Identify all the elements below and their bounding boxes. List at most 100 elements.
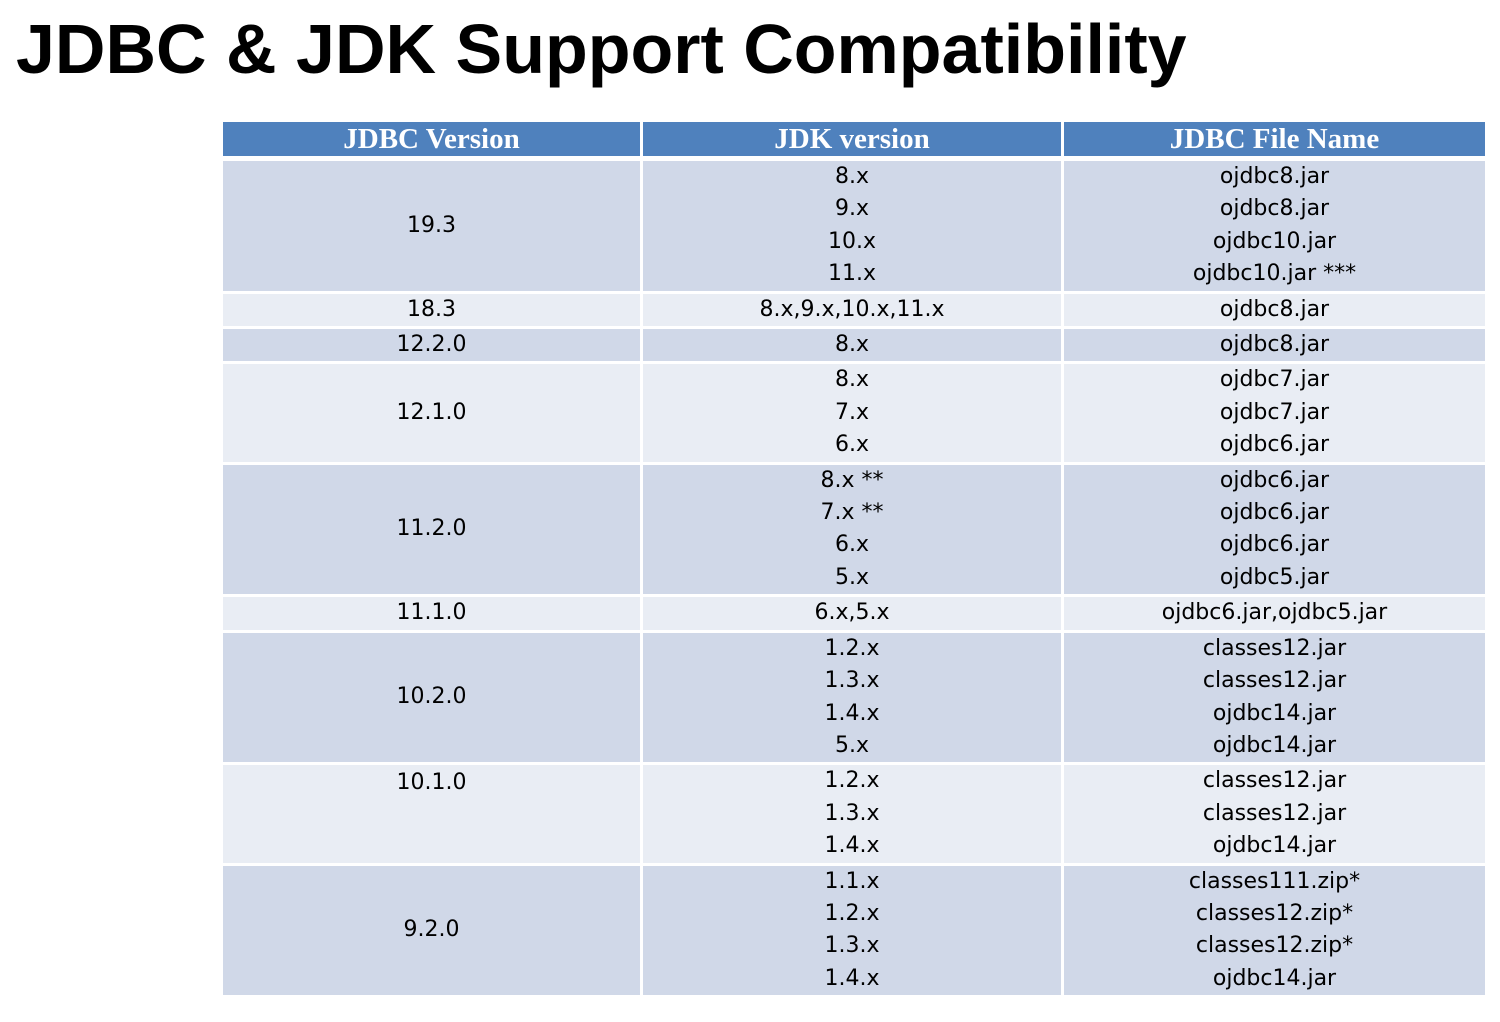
page-title: JDBC & JDK Support Compatibility — [16, 10, 1187, 88]
jdk-version: 8.x,9.x,10.x,11.x — [759, 296, 945, 322]
jdbc-file-cell: ojdbc6.jar ojdbc6.jar ojdbc6.jar ojdbc5.… — [1064, 464, 1485, 598]
jdbc-version-cell: 9.2.0 — [223, 865, 643, 999]
jdbc-file-name: ojdbc10.jar — [1212, 228, 1337, 254]
jdk-version: 5.x — [834, 732, 869, 758]
table-row: 12.2.0 8.x ojdbc8.jar — [223, 329, 1485, 365]
jdbc-file-name: classes111.zip* — [1188, 868, 1361, 894]
jdbc-file-name: ojdbc6.jar — [1219, 500, 1330, 526]
jdk-version-cell: 6.x,5.x — [643, 597, 1064, 633]
jdk-version: 1.4.x — [824, 965, 880, 991]
jdbc-file-name: ojdbc7.jar — [1219, 399, 1330, 425]
jdk-version: 6.x — [834, 532, 869, 558]
jdbc-file-name: classes12.jar — [1202, 635, 1347, 661]
jdk-version-cell: 1.1.x 1.2.x 1.3.x 1.4.x — [643, 865, 1064, 999]
jdbc-file-name: classes12.zip* — [1195, 900, 1354, 926]
table-row: 10.1.0 1.2.x 1.3.x 1.4.x classes12.jar c… — [223, 765, 1485, 866]
jdbc-version: 12.2.0 — [396, 332, 467, 358]
jdk-version: 5.x — [834, 564, 869, 590]
jdbc-version: 11.1.0 — [396, 600, 467, 626]
jdbc-version: 12.1.0 — [396, 399, 467, 425]
header-jdbc-version: JDBC Version — [223, 122, 643, 161]
jdbc-file-cell: ojdbc7.jar ojdbc7.jar ojdbc6.jar — [1064, 364, 1485, 465]
jdbc-version-cell: 10.2.0 — [223, 632, 643, 766]
jdk-version: 1.3.x — [824, 933, 880, 959]
jdk-version-cell: 8.x 9.x 10.x 11.x — [643, 161, 1064, 294]
jdbc-version-cell: 10.1.0 — [223, 765, 643, 866]
jdbc-version: 10.1.0 — [396, 770, 467, 796]
table-row: 10.2.0 1.2.x 1.3.x 1.4.x 5.x classes12.j… — [223, 632, 1485, 766]
jdk-version: 1.3.x — [824, 800, 880, 826]
jdbc-version-cell: 18.3 — [223, 293, 643, 330]
jdbc-file-name: classes12.zip* — [1195, 933, 1354, 959]
jdbc-file-name: ojdbc10.jar *** — [1192, 261, 1357, 287]
jdbc-file-name: classes12.jar — [1202, 800, 1347, 826]
jdbc-file-name: ojdbc6.jar — [1219, 467, 1330, 493]
jdbc-version: 11.2.0 — [396, 516, 467, 542]
jdbc-file-cell: ojdbc8.jar — [1064, 293, 1485, 330]
table-row: 11.1.0 6.x,5.x ojdbc6.jar,ojdbc5.jar — [223, 597, 1485, 633]
jdk-version: 8.x — [834, 164, 869, 189]
jdbc-version: 19.3 — [407, 212, 456, 238]
jdbc-file-cell: classes111.zip* classes12.zip* classes12… — [1064, 865, 1485, 999]
jdbc-file-name: ojdbc6.jar — [1219, 432, 1330, 458]
jdbc-version-cell: 12.1.0 — [223, 364, 643, 465]
table-row: 11.2.0 8.x ** 7.x ** 6.x 5.x ojdbc6.jar … — [223, 464, 1485, 598]
jdbc-file-name: ojdbc14.jar — [1212, 732, 1337, 758]
jdk-version: 8.x — [834, 367, 869, 393]
jdk-version: 7.x — [834, 399, 869, 425]
jdbc-version: 9.2.0 — [403, 917, 460, 943]
jdbc-file-name: ojdbc8.jar — [1219, 332, 1330, 358]
jdbc-file-name: ojdbc8.jar — [1219, 164, 1330, 189]
jdk-version: 1.2.x — [824, 900, 880, 926]
jdk-version: 1.4.x — [824, 700, 880, 726]
jdbc-file-name: ojdbc6.jar — [1219, 532, 1330, 558]
jdk-version-cell: 8.x 7.x 6.x — [643, 364, 1064, 465]
jdk-version: 1.3.x — [824, 668, 880, 694]
jdbc-file-cell: ojdbc8.jar ojdbc8.jar ojdbc10.jar ojdbc1… — [1064, 161, 1485, 294]
jdbc-file-name: ojdbc14.jar — [1212, 833, 1337, 859]
jdbc-file-cell: ojdbc8.jar — [1064, 329, 1485, 365]
jdbc-file-name: ojdbc14.jar — [1212, 965, 1337, 991]
table-header-row: JDBC Version JDK version JDBC File Name — [223, 122, 1485, 161]
jdk-version-cell: 8.x ** 7.x ** 6.x 5.x — [643, 464, 1064, 598]
jdk-version-cell: 1.2.x 1.3.x 1.4.x — [643, 765, 1064, 866]
header-jdbc-file-name: JDBC File Name — [1064, 122, 1485, 161]
jdk-version: 11.x — [827, 261, 876, 287]
jdk-version-cell: 1.2.x 1.3.x 1.4.x 5.x — [643, 632, 1064, 766]
jdk-version-cell: 8.x,9.x,10.x,11.x — [643, 293, 1064, 330]
jdk-version: 1.2.x — [824, 635, 880, 661]
jdbc-file-name: ojdbc7.jar — [1219, 367, 1330, 393]
jdbc-file-cell: classes12.jar classes12.jar ojdbc14.jar … — [1064, 632, 1485, 766]
header-jdk-version: JDK version — [643, 122, 1064, 161]
jdk-version: 8.x — [834, 332, 869, 358]
jdbc-file-name: ojdbc6.jar,ojdbc5.jar — [1161, 600, 1388, 626]
jdk-version: 1.1.x — [824, 868, 880, 894]
jdbc-file-name: ojdbc14.jar — [1212, 700, 1337, 726]
table-row: 12.1.0 8.x 7.x 6.x ojdbc7.jar ojdbc7.jar… — [223, 364, 1485, 465]
jdbc-version: 10.2.0 — [396, 684, 467, 710]
jdbc-file-name: ojdbc5.jar — [1219, 564, 1330, 590]
table-row: 18.3 8.x,9.x,10.x,11.x ojdbc8.jar — [223, 293, 1485, 330]
jdk-version: 6.x,5.x — [814, 600, 890, 626]
jdbc-file-name: ojdbc8.jar — [1219, 196, 1330, 222]
jdbc-file-name: classes12.jar — [1202, 668, 1347, 694]
jdbc-file-name: ojdbc8.jar — [1219, 296, 1330, 322]
jdk-version: 6.x — [834, 432, 869, 458]
jdbc-version-cell: 12.2.0 — [223, 329, 643, 365]
jdbc-version: 18.3 — [407, 296, 456, 322]
jdbc-version-cell: 11.1.0 — [223, 597, 643, 633]
jdk-version: 1.2.x — [824, 768, 880, 794]
jdbc-file-cell: ojdbc6.jar,ojdbc5.jar — [1064, 597, 1485, 633]
jdk-version: 7.x ** — [820, 500, 884, 526]
jdk-version: 9.x — [834, 196, 869, 222]
jdk-version: 8.x ** — [820, 467, 884, 493]
jdk-version: 10.x — [827, 228, 876, 254]
jdk-version: 1.4.x — [824, 833, 880, 859]
jdk-version-cell: 8.x — [643, 329, 1064, 365]
table-row: 19.3 8.x 9.x 10.x 11.x ojdbc8.jar ojdbc8… — [223, 161, 1485, 294]
jdbc-file-name: classes12.jar — [1202, 768, 1347, 794]
jdbc-version-cell: 11.2.0 — [223, 464, 643, 598]
jdbc-version-cell: 19.3 — [223, 161, 643, 294]
jdbc-file-cell: classes12.jar classes12.jar ojdbc14.jar — [1064, 765, 1485, 866]
table-row: 9.2.0 1.1.x 1.2.x 1.3.x 1.4.x classes111… — [223, 865, 1485, 999]
